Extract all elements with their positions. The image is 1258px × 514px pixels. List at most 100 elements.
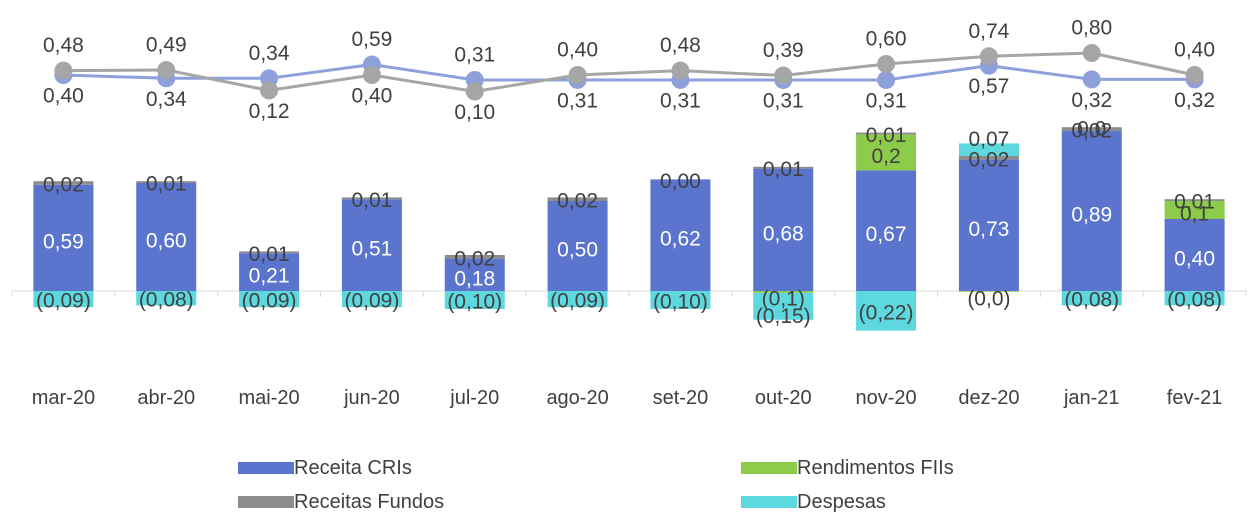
line-point-gray [1185,66,1204,84]
category-label: nov-20 [856,387,917,409]
data-label-despesas: (0,09) [550,290,605,313]
bar-despesas [1061,291,1122,306]
data-label-despesas: (0,08) [139,289,194,312]
bar-receita-cris [1164,219,1225,291]
data-label-receita-cris: 0,89 [1071,203,1112,226]
data-label-line-gray: 0,40 [1174,39,1215,62]
data-label-receita-cris: 0,18 [454,267,495,290]
data-label-receitas-fundos: 0,01 [866,124,907,147]
bar-rendimentos-fiis [1164,201,1225,219]
data-label-despesas: (0,10) [653,291,708,314]
data-label-despesas: (0,10) [447,291,502,314]
bar-receita-cris [547,201,608,291]
bar-receitas-fundos [1164,199,1225,201]
data-label-receitas-fundos: 0,02 [454,247,495,270]
line-point-gray [260,81,279,100]
data-label-receitas-fundos: 0,01 [763,158,804,181]
bar-despesas [239,291,300,308]
data-label-line-blue: 0,57 [968,75,1009,98]
data-label-rendimentos-fiis: 0,0 [1077,118,1106,141]
legend-label: Despesas [797,491,886,513]
bar-despesas [33,291,94,308]
legend-swatch [741,462,797,474]
data-label-receita-cris: 0,60 [146,230,187,253]
legend-swatch [238,462,294,474]
bar-despesas [341,291,402,308]
data-label-line-gray: 0,40 [351,85,392,108]
data-label-rendimentos-fiis: 0,2 [871,145,900,168]
bar-receitas-fundos [239,251,300,254]
line-point-gray [979,47,998,66]
data-label-receita-cris: 0,68 [763,222,804,245]
data-label-line-blue: 0,32 [1174,89,1215,112]
line-point-gray [54,61,73,80]
data-label-despesas: (0,09) [344,290,399,313]
data-label-receita-cris: 0,67 [866,223,907,246]
line-point-gray [568,66,587,84]
bar-receita-cris [341,199,402,291]
data-label-despesas: (0,08) [1167,289,1222,312]
bar-despesas [444,291,505,309]
bar-despesas [1164,291,1225,306]
bar-receitas-fundos [958,156,1019,160]
labels-layer: 0,59 0,02 (0,09) 0,60 0,01 (0,08) 0,21 0,01 (0,0… [36,17,1222,328]
data-label-receitas-fundos: 0,02 [968,148,1009,171]
data-label-line-gray: 0,49 [146,34,187,57]
line-point-gray [774,66,793,85]
category-label: out-20 [755,387,812,409]
data-label-line-gray: 0,48 [43,34,84,57]
data-label-receita-cris: 0,59 [43,230,84,253]
legend-label: Receita CRIs [294,457,412,479]
bar-receita-cris [33,184,94,291]
bar-receitas-fundos [1061,127,1122,131]
category-label: mar-20 [32,387,95,409]
category-label: jul-20 [449,387,499,409]
category-label: fev-21 [1167,387,1223,409]
data-label-despesas: (0,09) [242,290,297,313]
data-label-receitas-fundos: 0,02 [1071,120,1112,143]
lines-layer [54,44,1204,101]
bar-receitas-fundos [856,132,917,135]
data-label-line-blue: 0,59 [351,28,392,51]
data-label-rendimentos-fiis: (0,1) [762,288,805,311]
legend-swatch [238,496,294,508]
data-label-receitas-fundos: 0,02 [43,174,84,197]
data-label-receitas-fundos: 0,01 [351,189,392,212]
bar-receitas-fundos [547,197,608,201]
data-label-line-gray: 0,39 [763,39,804,62]
bar-despesas [958,143,1019,156]
data-label-line-gray: 0,80 [1071,17,1112,40]
bar-despesas [753,292,814,320]
data-label-rendimentos-fiis: 0,1 [1180,203,1209,226]
data-label-line-blue: 0,31 [557,89,598,112]
bar-receitas-fundos [753,166,814,169]
data-label-receitas-fundos: 0,01 [1174,191,1215,214]
data-label-line-blue: 0,32 [1071,89,1112,112]
data-label-despesas: (0,08) [1064,289,1119,312]
bar-receitas-fundos [341,197,402,200]
category-label: jun-20 [343,387,400,409]
data-label-receita-cris: 0,62 [660,228,701,251]
line-point-gray [362,66,381,84]
bars-layer [33,127,1225,331]
line-point-gray [671,61,690,80]
category-label: ago-20 [546,387,608,409]
data-label-line-blue: 0,34 [146,88,187,111]
legend-label: Rendimentos FIIs [797,457,954,479]
axis-layer [11,290,1247,297]
bar-rendimentos-fiis [856,134,917,171]
data-label-receita-cris: 0,21 [249,265,290,288]
data-label-line-gray: 0,74 [968,20,1009,43]
line-point-gray [1082,44,1101,62]
data-label-receitas-fundos: 0,02 [557,190,598,213]
data-label-despesas: (0,22) [859,301,914,324]
data-label-line-gray: 0,10 [454,101,495,124]
category-label: jan-21 [1063,387,1120,409]
data-label-receita-cris: 0,73 [968,218,1009,241]
data-label-receita-cris: 0,40 [1174,248,1215,271]
data-label-despesas: (0,15) [756,305,811,328]
category-label: dez-20 [958,387,1019,409]
bar-receita-cris [1061,130,1122,291]
line-series-blue [63,63,1195,82]
data-label-receitas-fundos: 0,01 [146,173,187,196]
